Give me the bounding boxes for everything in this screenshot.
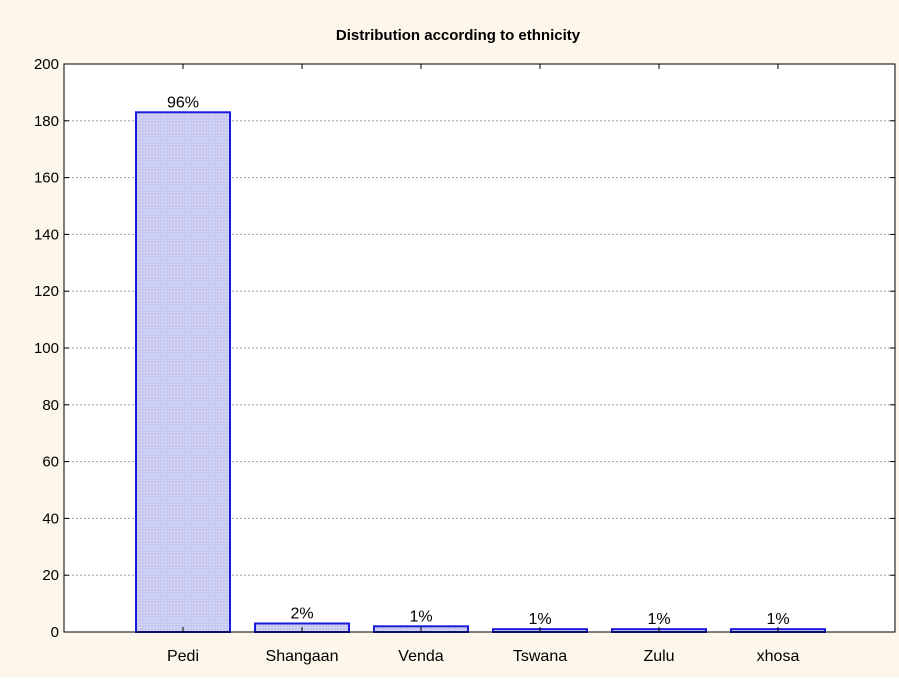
x-tick-label: Pedi [167,648,199,665]
data-label: 1% [409,608,432,625]
y-tick-label: 100 [34,340,59,357]
chart-title: Distribution according to ethnicity [336,27,581,44]
data-label: 1% [647,611,670,628]
data-label: 1% [528,611,551,628]
plot-frame [63,63,896,633]
y-axis: 0 20 40 60 80 100 120 140 160 180 200 [34,56,895,641]
y-tick-label: 40 [42,510,59,527]
data-labels: 96% 2% 1% 1% 1% 1% [167,94,790,628]
y-tick-label: 60 [42,454,59,471]
y-tick-label: 200 [34,56,59,73]
data-label: 2% [290,605,313,622]
y-tick-label: 80 [42,397,59,414]
x-tick-label: Tswana [513,648,567,665]
data-label: 1% [766,611,789,628]
gridlines [64,120,895,576]
y-tick-label: 180 [34,113,59,130]
y-tick-label: 0 [51,624,59,641]
x-axis: Pedi Shangaan Venda Tswana Zulu xhosa [167,64,799,665]
bar-pedi [135,111,231,633]
y-tick-label: 140 [34,226,59,243]
y-tick-label: 160 [34,170,59,187]
data-label: 96% [167,94,199,111]
x-tick-label: Venda [398,648,443,665]
x-tick-label: xhosa [757,648,800,665]
y-tick-label: 120 [34,283,59,300]
x-tick-label: Zulu [643,648,674,665]
y-tick-label: 20 [42,567,59,584]
x-tick-label: Shangaan [266,648,339,665]
